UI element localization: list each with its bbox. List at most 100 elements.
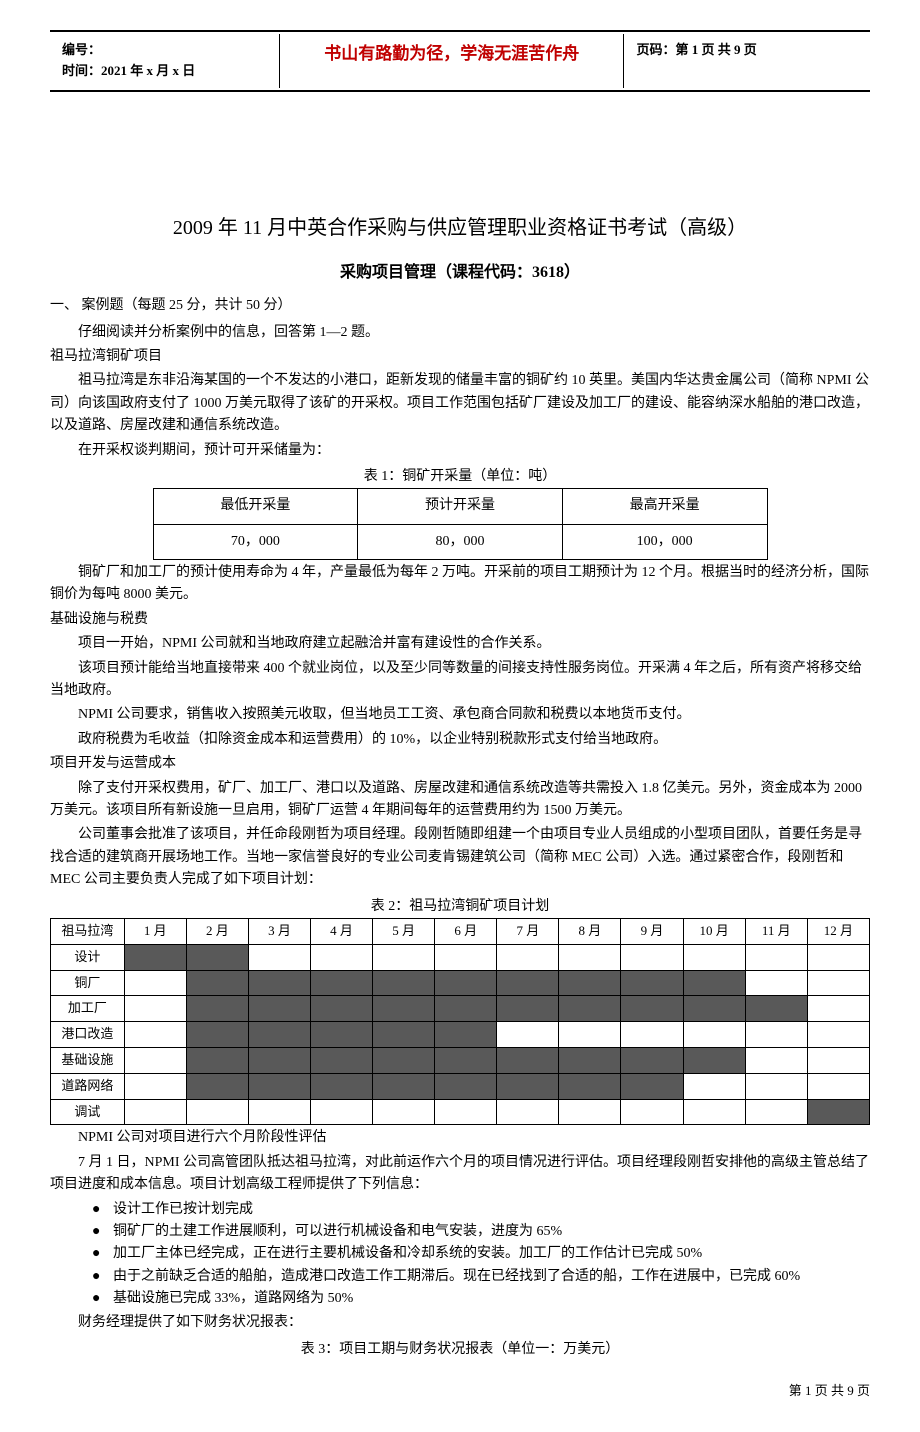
gantt-corner: 祖马拉湾: [51, 918, 125, 944]
gantt-cell-5-1: [186, 1073, 248, 1099]
gantt-cell-4-8: [621, 1047, 683, 1073]
gantt-cell-4-1: [186, 1047, 248, 1073]
gantt-cell-4-5: [435, 1047, 497, 1073]
gantt-cell-4-9: [683, 1047, 745, 1073]
gantt-cell-3-11: [807, 1022, 869, 1048]
gantt-cell-3-6: [497, 1022, 559, 1048]
gantt-cell-0-7: [559, 944, 621, 970]
gantt-month-9: 10 月: [683, 918, 745, 944]
gantt-row-label-6: 调试: [51, 1099, 125, 1125]
after-t1-p2: 项目一开始，NPMI 公司就和当地政府建立起融洽并富有建设性的合作关系。: [50, 633, 870, 655]
gantt-cell-3-8: [621, 1022, 683, 1048]
gantt-cell-6-3: [311, 1099, 373, 1125]
gantt-cell-0-11: [807, 944, 869, 970]
instruction: 仔细阅读并分析案例中的信息，回答第 1—2 题。: [50, 322, 870, 344]
gantt-cell-6-7: [559, 1099, 621, 1125]
gantt-cell-3-5: [435, 1022, 497, 1048]
gantt-cell-5-6: [497, 1073, 559, 1099]
gantt-cell-4-0: [124, 1047, 186, 1073]
gantt-cell-1-7: [559, 970, 621, 996]
gantt-cell-6-11: [807, 1099, 869, 1125]
page-footer: 第 1 页 共 9 页: [50, 1381, 870, 1402]
eval-heading: NPMI 公司对项目进行六个月阶段性评估: [50, 1127, 870, 1149]
gantt-row-label-1: 铜厂: [51, 970, 125, 996]
gantt-row-label-0: 设计: [51, 944, 125, 970]
t1-h1: 预计开采量: [358, 489, 563, 524]
time-label: 时间：2021 年 x 月 x 日: [62, 61, 267, 82]
gantt-cell-6-6: [497, 1099, 559, 1125]
bullet-3: 由于之前缺乏合适的船舶，造成港口改造工作工期滞后。现在已经找到了合适的船，工作在…: [92, 1266, 870, 1288]
gantt-cell-5-3: [311, 1073, 373, 1099]
gantt-cell-6-5: [435, 1099, 497, 1125]
header-motto: 书山有路勤为径，学海无涯苦作舟: [280, 34, 624, 88]
gantt-cell-1-11: [807, 970, 869, 996]
gantt-month-3: 4 月: [311, 918, 373, 944]
table2-caption: 表 2：祖马拉湾铜矿项目计划: [50, 896, 870, 918]
after-t1-p3: 该项目预计能给当地直接带来 400 个就业岗位，以及至少同等数量的间接支持性服务…: [50, 658, 870, 703]
gantt-cell-2-6: [497, 996, 559, 1022]
gantt-cell-3-1: [186, 1022, 248, 1048]
gantt-cell-4-7: [559, 1047, 621, 1073]
gantt-cell-0-4: [373, 944, 435, 970]
gantt-month-2: 3 月: [248, 918, 310, 944]
gantt-cell-0-6: [497, 944, 559, 970]
header-top-rule: [50, 30, 870, 32]
gantt-cell-5-10: [745, 1073, 807, 1099]
gantt-cell-1-9: [683, 970, 745, 996]
intro-p2: 在开采权谈判期间，预计可开采储量为：: [50, 440, 870, 462]
gantt-cell-1-5: [435, 970, 497, 996]
gantt-cell-6-0: [124, 1099, 186, 1125]
bullet-4: 基础设施已完成 33%，道路网络为 50%: [92, 1288, 870, 1310]
gantt-cell-5-0: [124, 1073, 186, 1099]
gantt-cell-3-2: [248, 1022, 310, 1048]
gantt-cell-6-9: [683, 1099, 745, 1125]
gantt-cell-0-9: [683, 944, 745, 970]
after-t1-p1: 铜矿厂和加工厂的预计使用寿命为 4 年，产量最低为每年 2 万吨。开采前的项目工…: [50, 562, 870, 607]
gantt-cell-4-3: [311, 1047, 373, 1073]
gantt-cell-6-8: [621, 1099, 683, 1125]
gantt-cell-3-10: [745, 1022, 807, 1048]
gantt-month-7: 8 月: [559, 918, 621, 944]
page-subtitle: 采购项目管理（课程代码：3618）: [50, 260, 870, 286]
gantt-cell-2-4: [373, 996, 435, 1022]
after-t1-p7: 公司董事会批准了该项目，并任命段刚哲为项目经理。段刚哲随即组建一个由项目专业人员…: [50, 824, 870, 891]
gantt-cell-1-10: [745, 970, 807, 996]
gantt-cell-0-1: [186, 944, 248, 970]
gantt-cell-4-11: [807, 1047, 869, 1073]
case-title: 祖马拉湾铜矿项目: [50, 346, 870, 368]
gantt-cell-2-1: [186, 996, 248, 1022]
gantt-chart: 祖马拉湾1 月2 月3 月4 月5 月6 月7 月8 月9 月10 月11 月1…: [50, 918, 870, 1125]
gantt-cell-3-4: [373, 1022, 435, 1048]
gantt-cell-1-0: [124, 970, 186, 996]
t1-v0: 70，000: [153, 524, 358, 559]
gantt-cell-2-8: [621, 996, 683, 1022]
gantt-cell-5-9: [683, 1073, 745, 1099]
gantt-cell-3-0: [124, 1022, 186, 1048]
table3-caption: 表 3：项目工期与财务状况报表（单位一：万美元）: [50, 1339, 870, 1361]
page-title: 2009 年 11 月中英合作采购与供应管理职业资格证书考试（高级）: [50, 212, 870, 244]
t1-v1: 80，000: [358, 524, 563, 559]
gantt-cell-1-3: [311, 970, 373, 996]
gantt-cell-6-4: [373, 1099, 435, 1125]
gantt-cell-2-7: [559, 996, 621, 1022]
after-t2-p1: 7 月 1 日，NPMI 公司高管团队抵达祖马拉湾，对此前运作六个月的项目情况进…: [50, 1152, 870, 1197]
gantt-cell-2-11: [807, 996, 869, 1022]
gantt-row-label-3: 港口改造: [51, 1022, 125, 1048]
gantt-cell-5-8: [621, 1073, 683, 1099]
gantt-cell-0-8: [621, 944, 683, 970]
gantt-cell-5-2: [248, 1073, 310, 1099]
t1-h0: 最低开采量: [153, 489, 358, 524]
gantt-month-1: 2 月: [186, 918, 248, 944]
header-page-label: 页码：第 1 页 共 9 页: [624, 34, 870, 88]
after-t1-p5: 政府税费为毛收益（扣除资金成本和运营费用）的 10%，以企业特别税款形式支付给当…: [50, 729, 870, 751]
gantt-month-4: 5 月: [373, 918, 435, 944]
gantt-cell-4-2: [248, 1047, 310, 1073]
header-bottom-rule: [50, 90, 870, 92]
gantt-cell-4-4: [373, 1047, 435, 1073]
t1-h2: 最高开采量: [562, 489, 767, 524]
gantt-cell-0-2: [248, 944, 310, 970]
gantt-cell-4-10: [745, 1047, 807, 1073]
page-header: 编号： 时间：2021 年 x 月 x 日 书山有路勤为径，学海无涯苦作舟 页码…: [50, 34, 870, 88]
gantt-cell-0-3: [311, 944, 373, 970]
gantt-cell-0-0: [124, 944, 186, 970]
